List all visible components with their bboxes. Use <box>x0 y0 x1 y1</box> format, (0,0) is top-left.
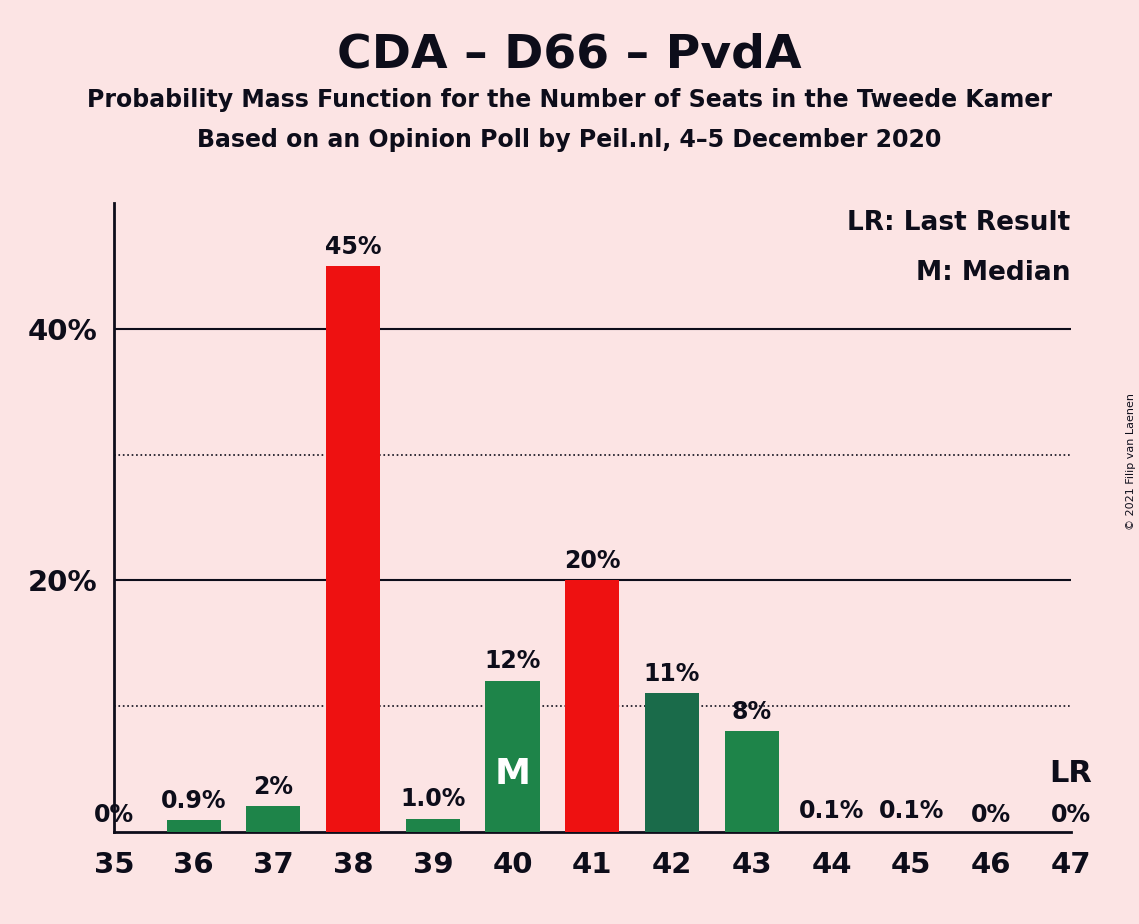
Text: 2%: 2% <box>253 775 294 799</box>
Bar <box>485 681 540 832</box>
Bar <box>166 821 221 832</box>
Text: LR: Last Result: LR: Last Result <box>847 210 1071 236</box>
Bar <box>724 731 779 832</box>
Bar <box>645 693 699 832</box>
Text: 0.1%: 0.1% <box>878 799 944 822</box>
Text: CDA – D66 – PvdA: CDA – D66 – PvdA <box>337 32 802 78</box>
Text: 0%: 0% <box>970 803 1011 827</box>
Text: Based on an Opinion Poll by Peil.nl, 4–5 December 2020: Based on an Opinion Poll by Peil.nl, 4–5… <box>197 128 942 152</box>
Text: 0%: 0% <box>1050 803 1091 827</box>
Bar <box>405 819 460 832</box>
Bar <box>326 266 380 832</box>
Text: LR: LR <box>1049 759 1092 787</box>
Text: 8%: 8% <box>731 699 772 723</box>
Bar <box>246 807 301 832</box>
Text: 0.9%: 0.9% <box>161 789 227 813</box>
Text: © 2021 Filip van Laenen: © 2021 Filip van Laenen <box>1126 394 1136 530</box>
Bar <box>565 580 620 832</box>
Text: 11%: 11% <box>644 662 700 686</box>
Text: 20%: 20% <box>564 549 621 573</box>
Text: 45%: 45% <box>325 235 382 259</box>
Text: 0%: 0% <box>93 803 134 827</box>
Text: 1.0%: 1.0% <box>400 787 466 811</box>
Text: 0.1%: 0.1% <box>798 799 865 822</box>
Text: 12%: 12% <box>484 650 541 674</box>
Text: M: M <box>494 758 531 791</box>
Text: M: Median: M: Median <box>916 260 1071 286</box>
Text: Probability Mass Function for the Number of Seats in the Tweede Kamer: Probability Mass Function for the Number… <box>87 88 1052 112</box>
